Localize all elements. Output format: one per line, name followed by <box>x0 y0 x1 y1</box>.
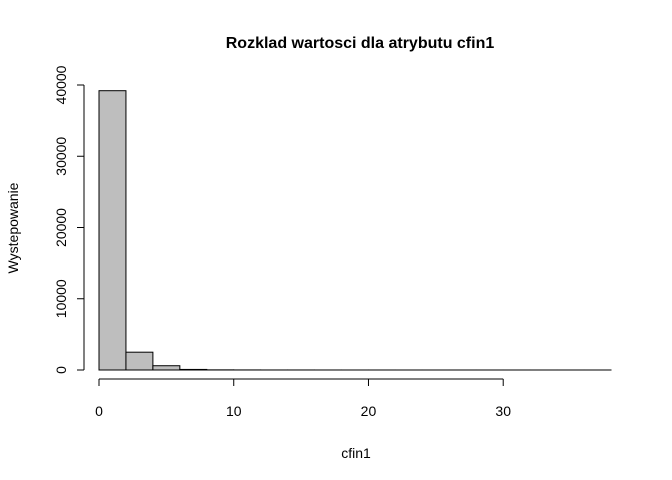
y-axis: 0 10000 20000 30000 40000 <box>53 65 85 374</box>
y-tick-label: 30000 <box>53 137 69 176</box>
x-tick-label: 10 <box>226 403 242 419</box>
x-tick-label: 0 <box>95 403 103 419</box>
x-axis-label: cfin1 <box>341 445 371 461</box>
y-tick-label: 10000 <box>53 279 69 318</box>
y-tick-label: 0 <box>53 366 69 374</box>
chart-title: Rozklad wartosci dla atrybutu cfin1 <box>226 35 495 52</box>
x-tick-label: 20 <box>361 403 377 419</box>
x-axis: 0 10 20 30 <box>95 378 511 419</box>
y-tick-label: 40000 <box>53 65 69 104</box>
histogram-bar <box>125 351 154 371</box>
x-tick-label: 30 <box>495 403 511 419</box>
histogram-bar <box>152 365 181 371</box>
histogram-bar <box>98 90 127 371</box>
bars-group <box>98 90 612 371</box>
histogram-bar <box>179 368 208 371</box>
y-axis-label: Wystepowanie <box>5 182 21 273</box>
y-tick-label: 20000 <box>53 208 69 247</box>
